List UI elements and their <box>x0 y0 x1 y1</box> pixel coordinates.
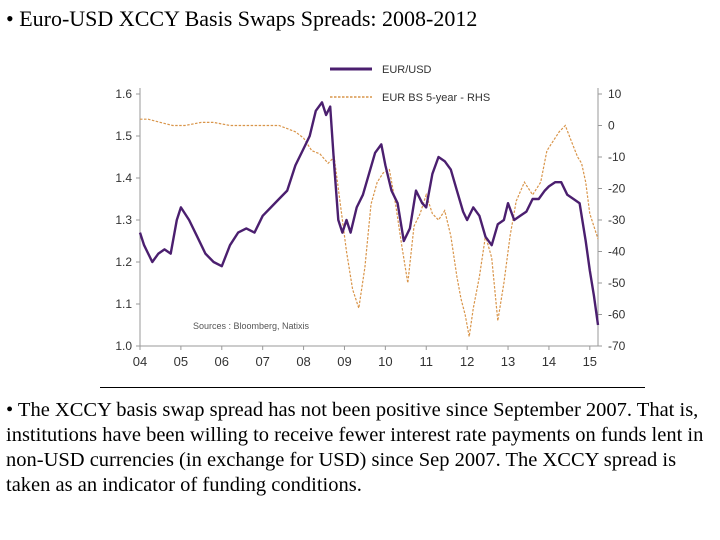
chart-legend: EUR/USD EUR BS 5-year - RHS <box>330 64 490 104</box>
y-left-tick-label: 1.1 <box>115 297 132 311</box>
series-line-eur-bs <box>140 118 599 337</box>
y-right-tick-label: -70 <box>608 339 626 353</box>
x-tick-label: 08 <box>296 354 310 369</box>
chart-axes: 1.6 1.5 1.4 1.3 1.2 1.1 1.0 10 0 -10 -20 -30 -40 -50 -… <box>115 87 625 369</box>
y-right-tick-label: -60 <box>608 308 626 322</box>
y-left-tick-label: 1.6 <box>115 87 132 101</box>
body-text: • The XCCY basis swap spread has not bee… <box>6 399 704 496</box>
x-tick-label: 09 <box>337 354 351 369</box>
source-note: Sources : Bloomberg, Natixis <box>193 321 310 331</box>
y-left-tick-label: 1.2 <box>115 255 132 269</box>
y-right-tick-label: -40 <box>608 245 626 259</box>
y-right-tick-label: -20 <box>608 182 626 196</box>
y-right-tick-label: 0 <box>608 119 615 133</box>
y-right-tick-label: -30 <box>608 213 626 227</box>
y-left-tick-label: 1.0 <box>115 339 132 353</box>
x-tick-label: 07 <box>255 354 269 369</box>
y-right-tick-label: -10 <box>608 150 626 164</box>
x-tick-label: 06 <box>215 354 229 369</box>
x-tick-label: 15 <box>583 354 597 369</box>
y-left-tick-label: 1.3 <box>115 213 132 227</box>
x-tick-label: 11 <box>420 354 434 369</box>
x-tick-label: 13 <box>501 354 515 369</box>
chart-series <box>138 101 600 337</box>
x-tick-label: 14 <box>542 354 556 369</box>
x-tick-label: 12 <box>460 354 474 369</box>
slide-title: • Euro-USD XCCY Basis Swaps Spreads: 200… <box>6 6 478 31</box>
legend-label-eurusd: EUR/USD <box>382 64 432 76</box>
chart: EUR/USD EUR BS 5-year - RHS 1.6 1.5 1.4 1.3… <box>115 64 625 369</box>
y-left-tick-label: 1.4 <box>115 171 132 185</box>
y-left-tick-label: 1.5 <box>115 129 132 143</box>
y-right-tick-label: -50 <box>608 276 626 290</box>
y-right-tick-label: 10 <box>608 87 622 101</box>
series-line-eurusd <box>138 101 600 326</box>
divider <box>100 387 645 388</box>
x-tick-label: 05 <box>174 354 188 369</box>
x-tick-label: 04 <box>133 354 147 369</box>
legend-label-basis: EUR BS 5-year - RHS <box>382 92 490 104</box>
chart-svg: EUR/USD EUR BS 5-year - RHS 1.6 1.5 1.4 1.3… <box>115 64 625 369</box>
x-tick-label: 10 <box>378 354 392 369</box>
